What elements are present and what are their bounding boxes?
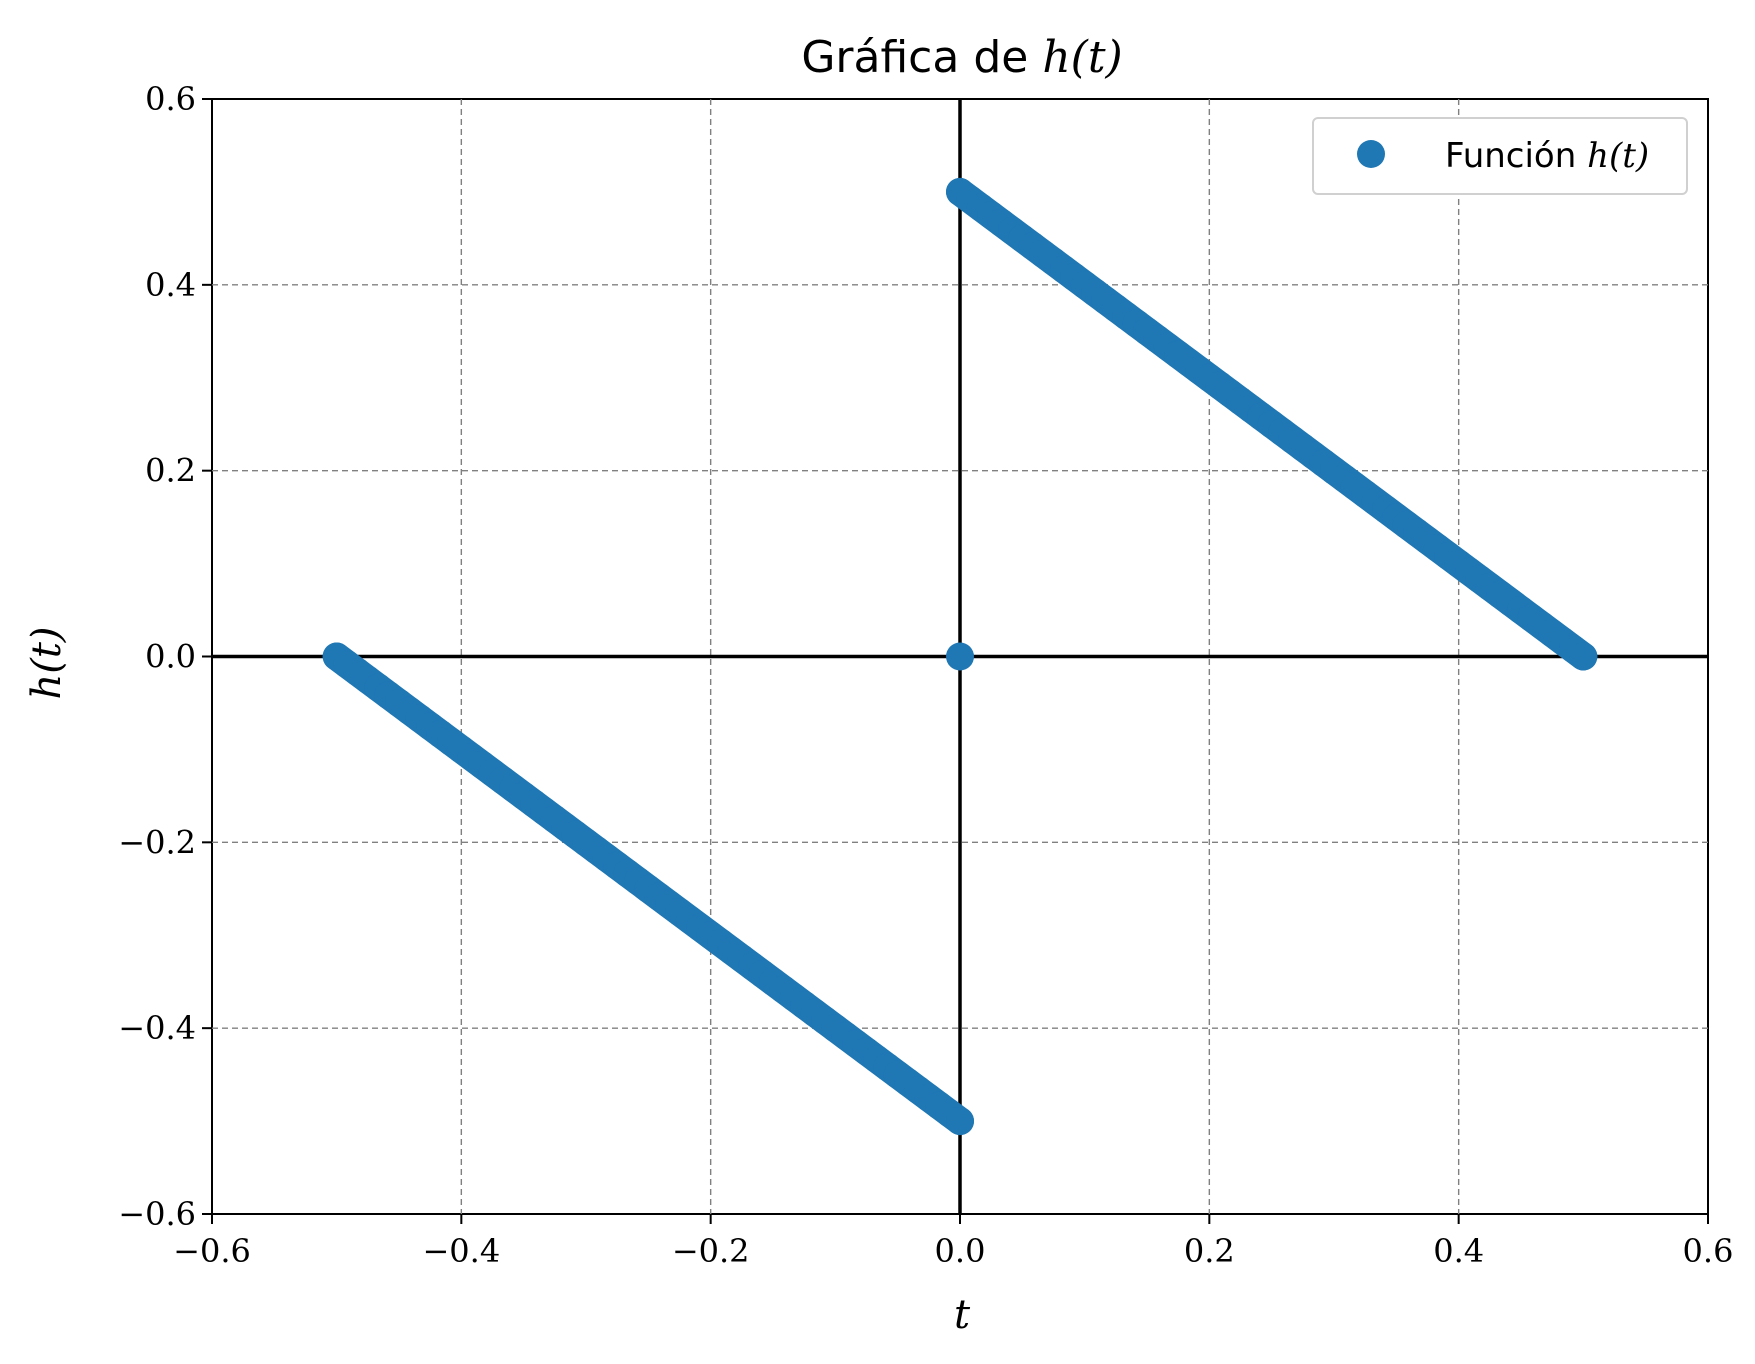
- legend-box: [1312, 117, 1688, 195]
- x-tick-label: −0.2: [672, 1232, 750, 1270]
- x-tick-label: 0.4: [1433, 1232, 1484, 1270]
- y-tick-label: −0.6: [118, 1195, 196, 1233]
- y-tick-label: 0.0: [145, 638, 196, 676]
- data-point-isolated: [946, 642, 974, 671]
- x-tick-label: 0.0: [935, 1232, 986, 1270]
- ticks: −0.6 −0.4 −0.2 0.0 0.2 0.4 0.6 −0.6 −0.4 −0.2 0.0 0…: [118, 80, 1733, 1270]
- legend-label: Función h(t): [1445, 136, 1649, 176]
- data-point: [1569, 642, 1598, 671]
- y-tick-label: 0.4: [145, 266, 196, 304]
- x-axis-label: t: [954, 1292, 971, 1338]
- chart-title-prefix: Gráfica de: [801, 32, 1042, 83]
- legend: Función h(t): [1312, 117, 1688, 195]
- data-series: [322, 177, 1598, 1136]
- legend-label-prefix: Función: [1445, 136, 1587, 176]
- y-axis-label: h(t): [24, 626, 70, 699]
- x-tick-label: −0.4: [422, 1232, 500, 1270]
- chart-title-math: h(t): [1042, 32, 1122, 83]
- x-tick-label: −0.6: [173, 1232, 251, 1270]
- legend-label-math: h(t): [1587, 136, 1649, 176]
- y-tick-label: −0.2: [118, 823, 196, 861]
- y-tick-label: 0.6: [145, 80, 196, 118]
- data-point: [946, 1107, 974, 1136]
- legend-marker: [1357, 140, 1385, 168]
- y-tick-label: −0.4: [118, 1009, 196, 1047]
- x-tick-label: 0.2: [1184, 1232, 1235, 1270]
- y-tick-label: 0.2: [145, 452, 196, 490]
- chart-title: Gráfica de h(t): [801, 32, 1122, 83]
- x-tick-label: 0.6: [1683, 1232, 1734, 1270]
